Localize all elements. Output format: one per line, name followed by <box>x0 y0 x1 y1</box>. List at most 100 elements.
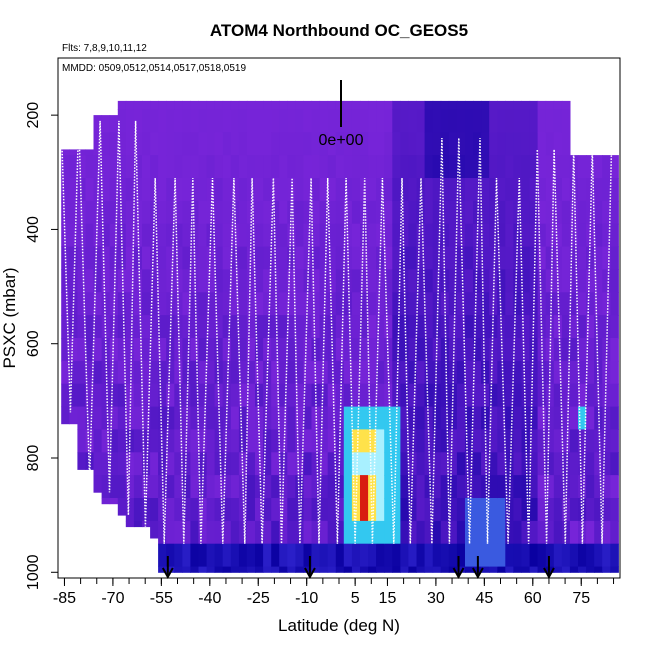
heatmap-cell <box>61 155 70 179</box>
heatmap-cell <box>303 360 313 385</box>
heatmap-cell <box>238 200 248 225</box>
heatmap-cell <box>440 200 450 225</box>
heatmap-cell <box>319 475 329 499</box>
heatmap-cell <box>255 338 264 362</box>
heatmap-cell <box>408 155 417 179</box>
heatmap-cell <box>335 155 345 179</box>
heatmap-cell <box>214 452 224 476</box>
heatmap-cell <box>424 498 434 522</box>
heatmap-cell <box>586 429 595 453</box>
heatmap-cell <box>594 475 603 499</box>
heatmap-cell <box>158 100 167 110</box>
heatmap-cell <box>150 109 159 133</box>
heatmap-cell <box>142 100 151 110</box>
heatmap-cell <box>319 178 329 202</box>
heatmap-cell <box>182 100 191 110</box>
heatmap-cell <box>319 109 329 133</box>
heatmap-cell <box>311 429 321 453</box>
heatmap-cell <box>174 520 183 545</box>
heatmap-cell <box>271 315 280 339</box>
heatmap-cell <box>497 246 506 270</box>
heatmap-cell <box>545 109 555 133</box>
heatmap-cell <box>303 543 313 568</box>
heatmap-cell <box>505 223 514 248</box>
heatmap-cell <box>529 543 539 568</box>
heatmap-cell <box>521 200 531 225</box>
heatmap-cell <box>222 406 232 430</box>
heatmap-cell <box>440 178 450 202</box>
heatmap-cell <box>351 292 361 316</box>
heatmap-cell <box>610 406 619 430</box>
heatmap-cell <box>311 543 321 568</box>
heatmap-cell <box>489 475 498 499</box>
heatmap-cell <box>238 246 248 270</box>
heatmap-cell <box>255 155 264 179</box>
heatmap-cell <box>335 338 345 362</box>
heatmap-cell <box>93 223 103 248</box>
heatmap-cell <box>465 269 474 293</box>
heatmap-cell <box>77 360 86 385</box>
heatmap-cell <box>319 543 329 568</box>
heatmap-cell <box>117 360 127 385</box>
heatmap-cell <box>295 566 304 573</box>
heatmap-cell <box>473 178 482 202</box>
heatmap-cell <box>85 406 95 430</box>
heatmap-cell <box>327 566 337 573</box>
heatmap-cell <box>319 100 329 110</box>
heatmap-cell <box>351 520 361 545</box>
heatmap-cell <box>392 246 401 270</box>
heatmap-cell <box>190 383 199 408</box>
heatmap-cell <box>125 109 135 133</box>
heatmap-cell <box>481 269 490 293</box>
heatmap-cell <box>133 360 143 385</box>
heatmap-cell <box>238 360 248 385</box>
heatmap-cell <box>271 520 280 545</box>
heatmap-cell <box>400 155 409 179</box>
heatmap-cell <box>416 155 426 179</box>
heatmap-cell <box>343 100 353 110</box>
heatmap-cell <box>408 200 417 225</box>
heatmap-cell <box>182 452 191 476</box>
heatmap-cell <box>85 292 95 316</box>
heatmap-cell <box>416 292 426 316</box>
heatmap-cell <box>295 338 304 362</box>
heatmap-cell <box>545 429 555 453</box>
heatmap-cell <box>368 498 377 522</box>
heatmap-cell <box>271 406 280 430</box>
heatmap-cell <box>327 100 337 110</box>
heatmap-cell <box>416 520 426 545</box>
heatmap-cell <box>182 475 191 499</box>
heatmap-cell <box>158 200 167 225</box>
heatmap-cell <box>158 155 167 179</box>
heatmap-cell <box>77 315 86 339</box>
heatmap-cell <box>142 109 151 133</box>
heatmap-cell <box>392 315 401 339</box>
heatmap-cell <box>174 406 183 430</box>
heatmap-cell <box>206 178 216 202</box>
heatmap-cell <box>263 292 272 316</box>
heatmap-cell <box>376 200 385 225</box>
heatmap-cell <box>166 178 175 202</box>
heatmap-cell <box>497 498 506 522</box>
heatmap-cell <box>545 543 555 568</box>
heatmap-cell <box>343 452 353 476</box>
heatmap-cell <box>561 429 571 453</box>
heatmap-cell <box>311 338 321 362</box>
heatmap-cell <box>432 360 442 385</box>
heatmap-cell <box>553 475 563 499</box>
heatmap-cell <box>384 100 393 110</box>
heatmap-cell <box>190 200 199 225</box>
heatmap-cell <box>594 178 603 202</box>
x-tick-label: -55 <box>150 590 173 607</box>
heatmap-cell <box>432 132 442 156</box>
heatmap-cell <box>222 498 232 522</box>
heatmap-cell <box>125 452 135 476</box>
heatmap-cell <box>602 155 611 179</box>
heatmap-cell <box>448 109 458 133</box>
heatmap-cell <box>416 246 426 270</box>
heatmap-cell <box>69 383 78 408</box>
heatmap-cell <box>594 383 603 408</box>
heatmap-cell <box>214 178 224 202</box>
arrow-head <box>452 567 465 580</box>
heatmap-cell <box>578 315 587 339</box>
